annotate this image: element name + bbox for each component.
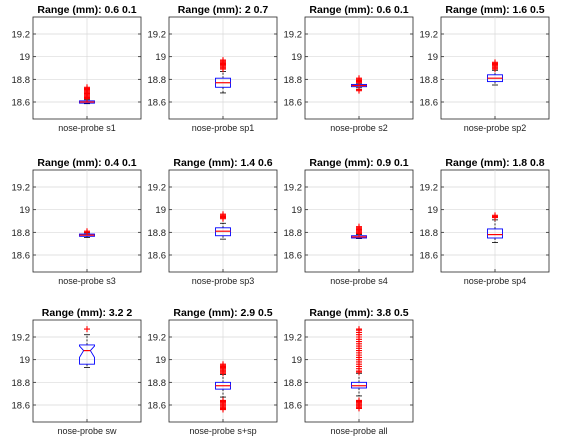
y-tick-label: 19.2 — [148, 30, 167, 41]
y-tick-label: 18.6 — [420, 98, 439, 109]
y-tick-label: 19 — [155, 52, 166, 63]
outlier-point — [492, 59, 498, 66]
subplot-6: Range (mm): 1.4 0.6 18.6 18.8 19 19.2 nose-pr… — [148, 157, 278, 286]
subplot-9: Range (mm): 3.2 2 18.6 18.8 19 19.2 nose-prob… — [12, 307, 142, 436]
y-tick-label: 18.6 — [148, 401, 167, 412]
subplot-8: Range (mm): 1.8 0.8 18.6 18.8 19 19.2 nose-pr… — [420, 157, 550, 286]
y-tick-label: 19.2 — [284, 333, 303, 344]
subplot-3: Range (mm): 0.6 0.1 18.6 18.8 19 19.2 nose-pr… — [284, 4, 414, 133]
outlier-point — [220, 57, 226, 64]
y-tick-label: 18.8 — [420, 228, 439, 239]
y-tick-label: 18.8 — [420, 75, 439, 86]
subplot-5: Range (mm): 0.4 0.1 18.6 18.8 19 19.2 nose-pr… — [12, 157, 142, 286]
x-category-label: nose-probe s3 — [58, 276, 116, 286]
subplot-1: Range (mm): 0.6 0.1 18.6 18.8 19 19.2 nose-pr… — [12, 4, 142, 133]
y-tick-label: 19.2 — [12, 30, 31, 41]
y-tick-label: 19.2 — [148, 333, 167, 344]
subplot-title: Range (mm): 2 0.7 — [178, 4, 269, 16]
y-tick-label: 18.6 — [148, 98, 167, 109]
x-category-label: nose-probe sw — [57, 426, 117, 436]
subplot-2: Range (mm): 2 0.7 18.6 18.8 19 19.2 nose-prob… — [148, 4, 278, 133]
outlier-point — [84, 228, 90, 235]
y-tick-label: 18.6 — [284, 401, 303, 412]
box — [79, 344, 95, 365]
y-tick-label: 18.6 — [12, 401, 31, 412]
y-tick-label: 19 — [427, 52, 438, 63]
subplot-title: Range (mm): 1.8 0.8 — [445, 157, 544, 169]
y-tick-label: 19 — [291, 205, 302, 216]
y-tick-label: 18.8 — [284, 378, 303, 389]
subplot-title: Range (mm): 0.4 0.1 — [37, 157, 136, 169]
y-tick-label: 19 — [427, 205, 438, 216]
subplot-title: Range (mm): 3.8 0.5 — [309, 307, 408, 319]
subplot-title: Range (mm): 2.9 0.5 — [173, 307, 272, 319]
y-tick-label: 19 — [291, 355, 302, 366]
outlier-point — [492, 212, 498, 219]
x-category-label: nose-probe sp3 — [192, 276, 255, 286]
subplot-7: Range (mm): 0.9 0.1 18.6 18.8 19 19.2 nose-pr… — [284, 157, 414, 286]
y-tick-label: 19.2 — [420, 30, 439, 41]
y-tick-label: 19 — [155, 205, 166, 216]
subplot-10: Range (mm): 2.9 0.5 18.6 18.8 19 19.2 nose-pr… — [148, 307, 278, 436]
y-tick-label: 18.6 — [420, 251, 439, 262]
y-tick-label: 18.8 — [148, 378, 167, 389]
x-category-label: nose-probe sp4 — [464, 276, 527, 286]
y-tick-label: 19 — [155, 355, 166, 366]
outlier-point — [220, 397, 226, 404]
subplot-title: Range (mm): 3.2 2 — [42, 307, 133, 319]
outlier-point — [84, 84, 90, 91]
y-tick-label: 18.8 — [148, 75, 167, 86]
box — [487, 228, 503, 239]
outlier-point — [356, 397, 362, 404]
y-tick-label: 18.8 — [284, 228, 303, 239]
subplot-title: Range (mm): 1.4 0.6 — [173, 157, 272, 169]
x-category-label: nose-probe s+sp — [189, 426, 256, 436]
y-tick-label: 19.2 — [284, 183, 303, 194]
outlier-point — [220, 211, 226, 218]
y-tick-label: 18.6 — [284, 251, 303, 262]
y-tick-label: 19 — [19, 52, 30, 63]
x-category-label: nose-probe s4 — [330, 276, 388, 286]
subplot-title: Range (mm): 0.6 0.1 — [37, 4, 136, 16]
y-tick-label: 18.8 — [12, 228, 31, 239]
x-category-label: nose-probe sp2 — [464, 123, 527, 133]
y-tick-label: 19.2 — [284, 30, 303, 41]
outlier-point — [356, 223, 362, 230]
y-tick-label: 19 — [291, 52, 302, 63]
subplot-title: Range (mm): 0.6 0.1 — [309, 4, 408, 16]
x-category-label: nose-probe s2 — [330, 123, 388, 133]
outlier-point — [356, 75, 362, 82]
y-tick-label: 19 — [19, 355, 30, 366]
x-category-label: nose-probe all — [330, 426, 387, 436]
y-tick-label: 18.8 — [148, 228, 167, 239]
y-tick-label: 18.8 — [12, 378, 31, 389]
x-category-label: nose-probe s1 — [58, 123, 116, 133]
y-tick-label: 19.2 — [420, 183, 439, 194]
subplot-title: Range (mm): 0.9 0.1 — [309, 157, 408, 169]
x-category-label: nose-probe sp1 — [192, 123, 255, 133]
y-tick-label: 18.8 — [12, 75, 31, 86]
y-tick-label: 19.2 — [12, 183, 31, 194]
y-tick-label: 18.6 — [12, 251, 31, 262]
outlier-point — [220, 361, 226, 368]
y-tick-label: 19.2 — [148, 183, 167, 194]
y-tick-label: 19.2 — [12, 333, 31, 344]
y-tick-label: 18.6 — [12, 98, 31, 109]
y-tick-label: 18.6 — [148, 251, 167, 262]
outlier-point — [356, 86, 362, 93]
y-tick-label: 18.8 — [284, 75, 303, 86]
subplot-11: Range (mm): 3.8 0.5 18.6 18.8 19 19.2 nose-pr… — [284, 307, 414, 436]
outlier-point — [84, 326, 90, 333]
outlier-point — [356, 326, 362, 333]
y-tick-label: 18.6 — [284, 98, 303, 109]
subplot-title: Range (mm): 1.6 0.5 — [445, 4, 544, 16]
subplot-4: Range (mm): 1.6 0.5 18.6 18.8 19 19.2 nose-pr… — [420, 4, 550, 133]
y-tick-label: 19 — [19, 205, 30, 216]
